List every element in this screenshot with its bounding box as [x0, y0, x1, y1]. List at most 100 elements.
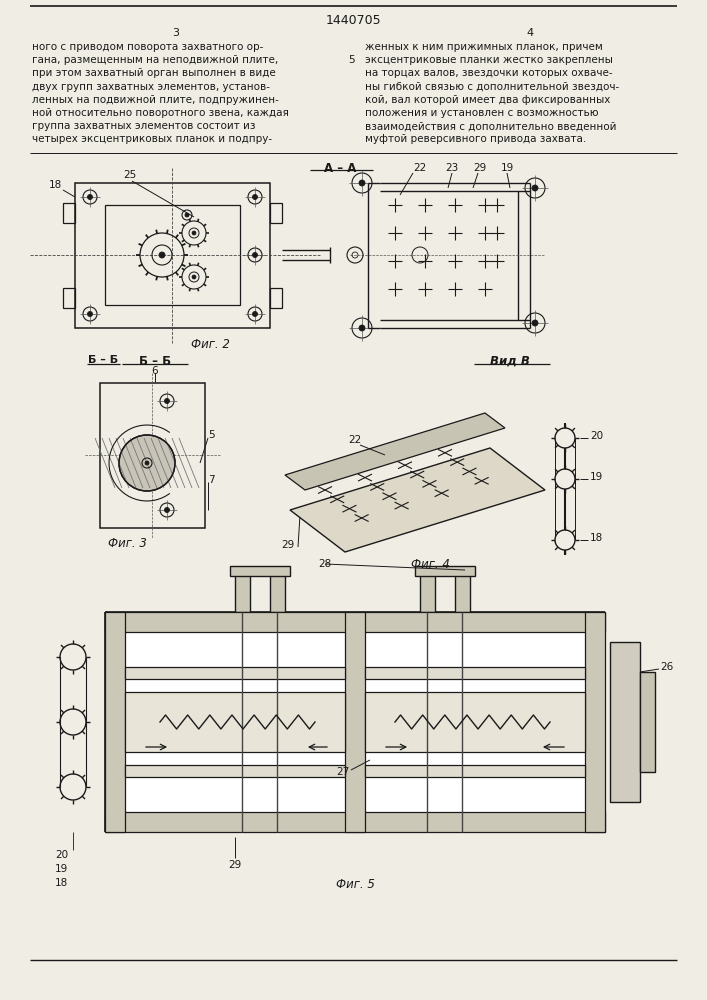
Text: 6: 6 — [152, 366, 158, 376]
Bar — [105, 612, 605, 632]
Bar — [105, 612, 125, 832]
Text: 20: 20 — [590, 431, 603, 441]
Bar — [365, 667, 585, 679]
Text: 7: 7 — [208, 475, 215, 485]
Bar — [63, 203, 75, 223]
Circle shape — [555, 530, 575, 550]
Text: 4: 4 — [527, 28, 534, 38]
Text: 1440705: 1440705 — [325, 14, 381, 27]
Text: на торцах валов, звездочки которых охваче-: на торцах валов, звездочки которых охвач… — [365, 68, 613, 78]
Text: 18: 18 — [54, 878, 68, 888]
Text: 5: 5 — [208, 430, 215, 440]
Circle shape — [555, 469, 575, 489]
Circle shape — [555, 428, 575, 448]
Polygon shape — [290, 448, 545, 552]
Text: гана, размещенным на неподвижной плите,: гана, размещенным на неподвижной плите, — [32, 55, 279, 65]
Bar — [100, 383, 205, 528]
Bar — [235, 574, 250, 612]
Bar — [125, 667, 345, 679]
Circle shape — [159, 252, 165, 258]
Bar — [585, 612, 605, 832]
Bar — [105, 612, 605, 832]
Text: 27: 27 — [337, 767, 350, 777]
Circle shape — [359, 325, 365, 331]
Text: 18: 18 — [49, 180, 62, 190]
Text: женных к ним прижимных планок, причем: женных к ним прижимных планок, причем — [365, 42, 603, 52]
Text: положения и установлен с возможностью: положения и установлен с возможностью — [365, 108, 599, 118]
Circle shape — [185, 213, 189, 217]
Text: 19: 19 — [54, 864, 68, 874]
Circle shape — [60, 709, 86, 735]
Text: при этом захватный орган выполнен в виде: при этом захватный орган выполнен в виде — [32, 68, 276, 78]
Bar — [365, 692, 585, 752]
Text: 29: 29 — [228, 860, 242, 870]
Circle shape — [532, 320, 538, 326]
Bar — [125, 765, 345, 777]
Bar — [63, 288, 75, 308]
Bar — [105, 205, 240, 305]
Text: 22: 22 — [349, 435, 361, 445]
Circle shape — [88, 312, 93, 316]
Bar — [365, 765, 585, 777]
Text: 3: 3 — [173, 28, 180, 38]
Text: ного с приводом поворота захватного ор-: ного с приводом поворота захватного ор- — [32, 42, 264, 52]
Text: Фиг. 4: Фиг. 4 — [411, 558, 450, 571]
Bar — [640, 672, 655, 772]
Text: 29: 29 — [282, 540, 295, 550]
Text: 25: 25 — [124, 170, 136, 180]
Circle shape — [119, 435, 175, 491]
Circle shape — [359, 180, 365, 186]
Circle shape — [252, 194, 257, 200]
Text: ленных на подвижной плите, подпружинен-: ленных на подвижной плите, подпружинен- — [32, 95, 279, 105]
Bar — [345, 612, 365, 832]
Text: 28: 28 — [318, 559, 332, 569]
Circle shape — [60, 644, 86, 670]
Text: кой, вал которой имеет два фиксированных: кой, вал которой имеет два фиксированных — [365, 95, 610, 105]
Circle shape — [165, 398, 170, 403]
Text: 19: 19 — [501, 163, 513, 173]
Circle shape — [252, 312, 257, 316]
Bar — [125, 692, 345, 752]
Text: ной относительно поворотного звена, каждая: ной относительно поворотного звена, кажд… — [32, 108, 289, 118]
Text: Фиг. 5: Фиг. 5 — [336, 878, 375, 891]
Text: Б – Б: Б – Б — [88, 355, 118, 365]
Circle shape — [192, 231, 196, 235]
Text: эксцентриковые планки жестко закреплены: эксцентриковые планки жестко закреплены — [365, 55, 613, 65]
Text: муфтой реверсивного привода захвата.: муфтой реверсивного привода захвата. — [365, 134, 586, 144]
Bar — [270, 288, 282, 308]
Circle shape — [252, 252, 257, 257]
Bar — [270, 574, 285, 612]
Text: 20: 20 — [55, 850, 68, 860]
Text: Фиг. 3: Фиг. 3 — [107, 537, 146, 550]
Text: 22: 22 — [414, 163, 426, 173]
Text: Фиг. 2: Фиг. 2 — [191, 338, 230, 351]
Circle shape — [88, 194, 93, 200]
Text: четырех эксцентриковых планок и подпру-: четырех эксцентриковых планок и подпру- — [32, 134, 272, 144]
Polygon shape — [285, 413, 505, 490]
Text: 23: 23 — [445, 163, 459, 173]
Circle shape — [192, 275, 196, 279]
Text: 18: 18 — [590, 533, 603, 543]
Text: ны гибкой связью с дополнительной звездоч-: ны гибкой связью с дополнительной звездо… — [365, 82, 619, 92]
Text: взаимодействия с дополнительно введенной: взаимодействия с дополнительно введенной — [365, 121, 617, 131]
Text: Вид В: Вид В — [490, 355, 530, 368]
Text: А – А: А – А — [324, 162, 356, 175]
Bar — [455, 574, 470, 612]
Text: двух групп захватных элементов, установ-: двух групп захватных элементов, установ- — [32, 82, 270, 92]
Text: Б – Б: Б – Б — [139, 355, 171, 368]
Bar — [270, 203, 282, 223]
Bar — [230, 566, 290, 576]
Circle shape — [165, 508, 170, 512]
Circle shape — [532, 185, 538, 191]
Bar — [75, 183, 270, 328]
Bar — [105, 812, 605, 832]
Text: 5: 5 — [349, 55, 356, 65]
Text: 29: 29 — [474, 163, 486, 173]
Text: 19: 19 — [590, 472, 603, 482]
Bar — [610, 642, 640, 802]
Text: 26: 26 — [660, 662, 673, 672]
Bar — [420, 574, 435, 612]
Text: группа захватных элементов состоит из: группа захватных элементов состоит из — [32, 121, 255, 131]
Circle shape — [145, 461, 149, 465]
Circle shape — [60, 774, 86, 800]
